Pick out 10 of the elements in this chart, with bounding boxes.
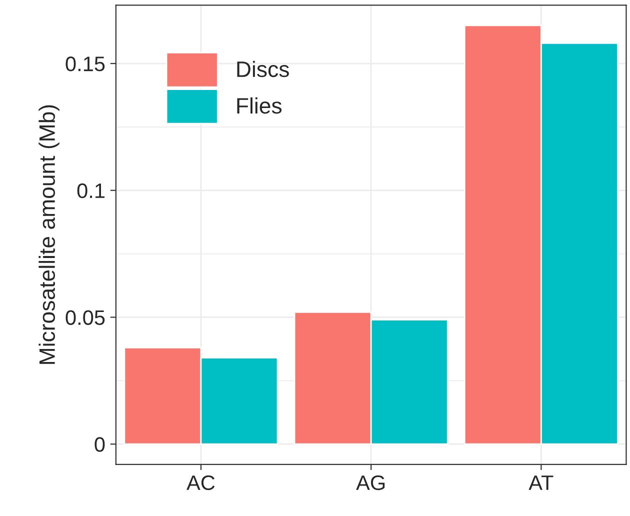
y-axis-title: Microsatellite amount (Mb) [38,105,60,364]
y-tick-label: 0.15 [66,56,105,72]
legend-label: Flies [237,97,282,114]
x-tick-label: AG [356,475,385,490]
legend-label: Discs [237,60,289,78]
x-tick-label: AC [186,475,215,490]
y-tick-label: 0.1 [77,183,104,198]
y-tick-label: 0 [94,437,105,452]
y-tick-label: 0.05 [66,310,105,325]
x-tick-label: AT [528,476,554,490]
